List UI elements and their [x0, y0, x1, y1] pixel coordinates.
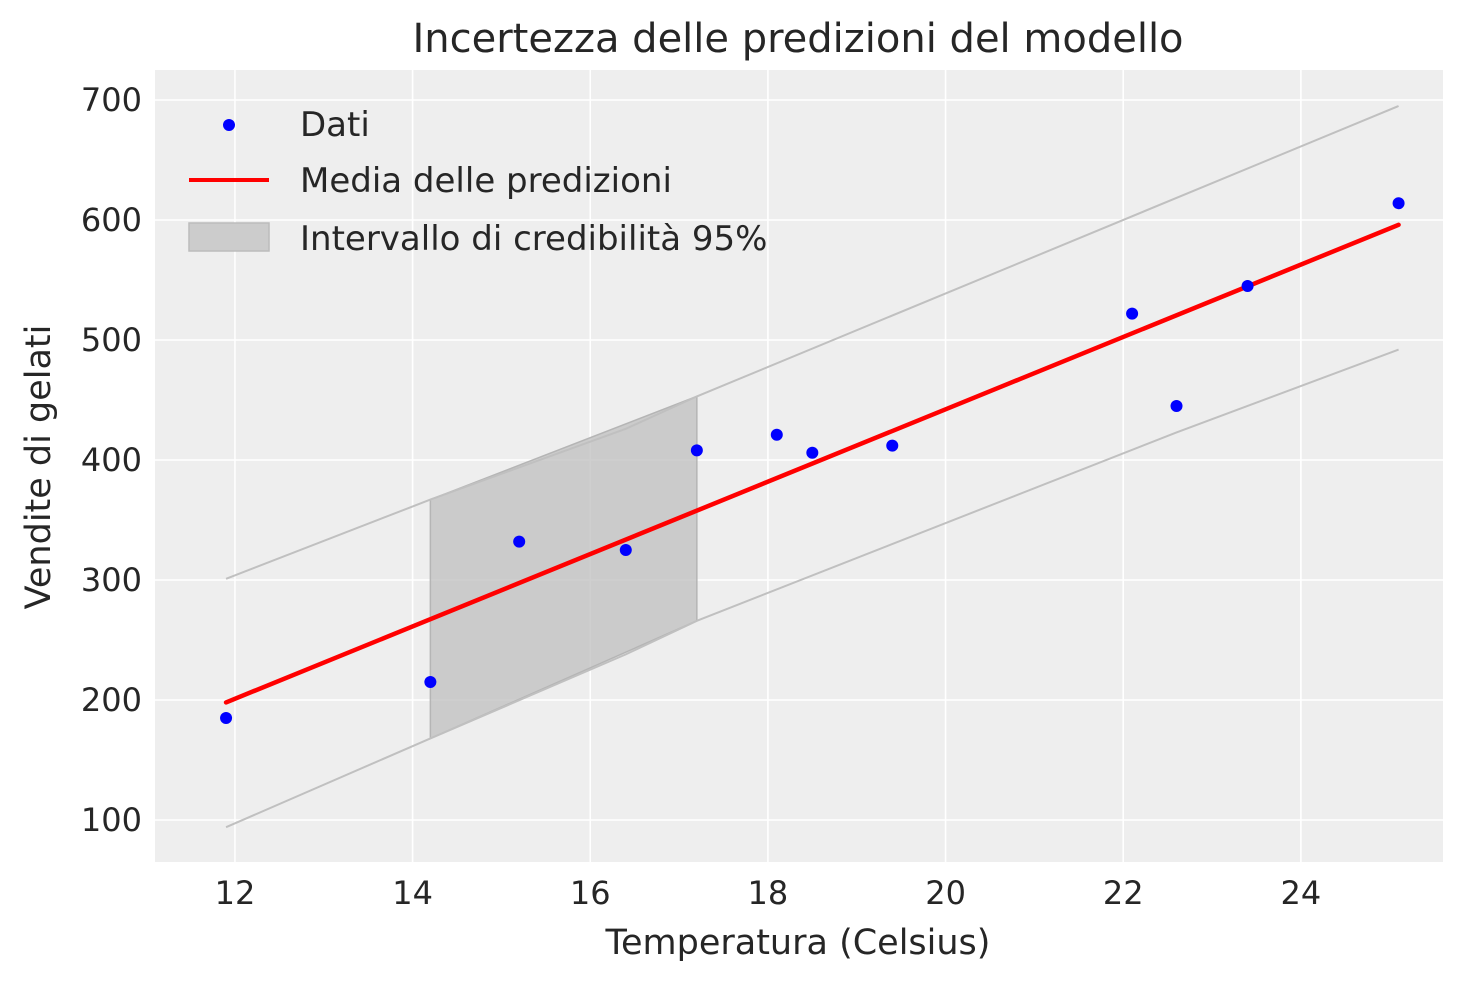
x-tick-label: 12 [215, 874, 256, 912]
data-point [806, 446, 819, 459]
x-tick-label: 24 [1281, 874, 1322, 912]
y-tick-label: 400 [81, 441, 142, 479]
legend-scatter-marker [223, 119, 235, 131]
band-upper-edge [225, 105, 1399, 580]
legend-line-label: Media delle predizioni [300, 161, 672, 201]
y-tick-label: 600 [81, 201, 142, 239]
data-point [886, 439, 899, 452]
y-tick-label: 500 [81, 321, 142, 359]
mean-line-layer [223, 222, 1401, 705]
y-tick-label: 200 [81, 681, 142, 719]
x-tick-label: 14 [392, 874, 433, 912]
legend-band-marker [188, 222, 270, 252]
band-lower-edge [225, 348, 1399, 829]
legend-scatter-label: Dati [300, 105, 370, 145]
y-tick-label: 700 [81, 81, 142, 119]
data-points [220, 197, 1405, 724]
mean-prediction-line [223, 222, 1401, 705]
y-tick-label: 100 [81, 801, 142, 839]
x-tick-label: 22 [1103, 874, 1144, 912]
data-point [770, 428, 783, 441]
x-axis-label: Temperatura (Celsius) [605, 923, 991, 963]
y-tick-labels: 100 200 300 400 500 600 700 [81, 81, 142, 839]
x-tick-label: 20 [925, 874, 966, 912]
data-point [619, 544, 632, 556]
data-point [220, 712, 233, 724]
chart-title: Incertezza delle predizioni del modello [412, 16, 1183, 62]
data-point [1170, 400, 1183, 412]
x-tick-label: 18 [748, 874, 789, 912]
plot-area [155, 70, 1443, 862]
x-tick-label: 16 [570, 874, 611, 912]
legend-band-label: Intervallo di credibilità 95% [300, 219, 767, 259]
data-point [1126, 307, 1139, 320]
y-tick-label: 300 [81, 561, 142, 599]
credible-band [225, 105, 1399, 829]
data-point [1241, 280, 1254, 292]
legend: Dati Media delle predizioni Intervallo d… [188, 105, 767, 259]
data-point [513, 535, 526, 548]
data-point [424, 676, 437, 688]
x-tick-labels: 12 14 16 18 20 22 24 [215, 874, 1322, 912]
y-axis-label: Vendite di gelati [19, 325, 59, 610]
data-point [690, 444, 703, 457]
data-point [1392, 197, 1405, 210]
